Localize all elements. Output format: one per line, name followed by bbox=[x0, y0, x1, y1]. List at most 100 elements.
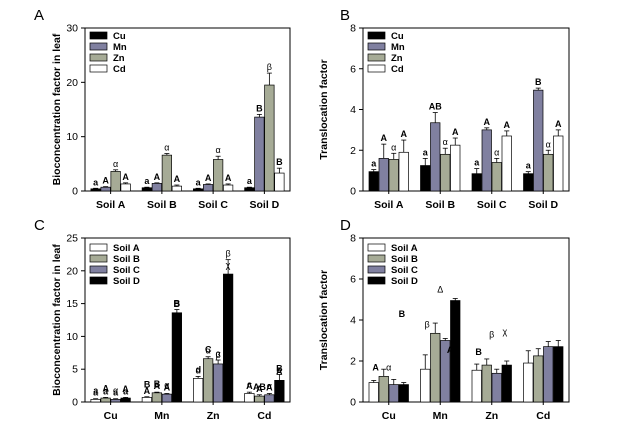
significance-label: A bbox=[555, 119, 562, 129]
significance-label: a bbox=[474, 158, 480, 168]
significance-label: B bbox=[276, 363, 283, 373]
x-tick-label: Soil C bbox=[477, 199, 507, 211]
bar bbox=[523, 362, 534, 403]
legend-swatch bbox=[367, 243, 386, 252]
bar bbox=[398, 151, 409, 192]
significance-label: A bbox=[122, 172, 129, 182]
bar bbox=[203, 184, 214, 192]
bar bbox=[471, 369, 482, 403]
bar bbox=[171, 185, 182, 192]
panel-label: B bbox=[340, 7, 350, 24]
x-tick-label: Soil C bbox=[198, 199, 228, 211]
x-tick-label: Soil A bbox=[96, 199, 126, 211]
legend-label: Soil A bbox=[391, 243, 418, 254]
bar bbox=[368, 382, 379, 403]
significance-label: a bbox=[423, 147, 429, 157]
bar bbox=[90, 399, 101, 403]
significance-label: a bbox=[196, 177, 202, 187]
legend-label: Zn bbox=[391, 53, 403, 64]
x-tick-label: Soil B bbox=[425, 199, 455, 211]
bar bbox=[141, 187, 152, 192]
y-tick-label: 2 bbox=[350, 356, 356, 368]
legend-label: Soil D bbox=[113, 276, 140, 287]
group-letter: A bbox=[122, 384, 129, 394]
legend-swatch bbox=[89, 31, 108, 40]
legend-label: Cu bbox=[113, 31, 126, 42]
y-tick-label: 5 bbox=[72, 364, 78, 376]
significance-label: A bbox=[225, 173, 232, 183]
significance-label: AB bbox=[429, 102, 442, 112]
y-axis-label: Translocation factor bbox=[318, 270, 330, 370]
x-tick-label: Soil B bbox=[147, 199, 177, 211]
significance-label: A bbox=[154, 172, 161, 182]
significance-label: A bbox=[164, 382, 171, 392]
significance-label: a bbox=[123, 386, 129, 396]
significance-label: A bbox=[266, 382, 273, 392]
x-tick-label: Zn bbox=[485, 410, 498, 422]
group-letter: A bbox=[372, 362, 379, 372]
legend-label: Soil C bbox=[391, 265, 418, 276]
bar bbox=[523, 173, 534, 192]
x-tick-label: Soil A bbox=[374, 199, 404, 211]
legend-label: Zn bbox=[113, 53, 125, 64]
legend-swatch bbox=[89, 64, 108, 73]
bar bbox=[440, 153, 451, 192]
y-tick-label: 15 bbox=[66, 298, 78, 310]
y-tick-label: 4 bbox=[350, 104, 356, 116]
x-tick-label: Cd bbox=[536, 410, 550, 422]
bar bbox=[151, 183, 162, 192]
legend-label: Cd bbox=[391, 64, 404, 75]
significance-label: α bbox=[391, 142, 396, 152]
x-tick-label: Cu bbox=[382, 410, 396, 422]
bar bbox=[254, 116, 265, 192]
bar bbox=[193, 188, 204, 192]
bar bbox=[161, 393, 172, 403]
legend-swatch bbox=[89, 254, 108, 263]
bar bbox=[430, 122, 441, 192]
significance-label: A bbox=[504, 120, 511, 130]
legend-swatch bbox=[89, 243, 108, 252]
group-letter: β bbox=[424, 319, 429, 329]
significance-label: α bbox=[164, 143, 169, 153]
group-letter: Δ bbox=[437, 284, 443, 294]
panel-label: A bbox=[34, 7, 44, 24]
significance-label: A bbox=[154, 381, 161, 391]
group-letter: AB bbox=[253, 382, 266, 392]
bar bbox=[491, 162, 502, 192]
significance-label: A bbox=[205, 173, 212, 183]
bar bbox=[501, 364, 512, 403]
y-tick-label: 2 bbox=[350, 145, 356, 157]
legend-swatch bbox=[367, 42, 386, 51]
bar bbox=[420, 165, 431, 192]
bar bbox=[244, 393, 255, 403]
y-tick-label: 0 bbox=[350, 397, 356, 409]
group-letter: A bbox=[276, 366, 283, 376]
group-letter: B bbox=[144, 379, 151, 389]
legend-label: Mn bbox=[113, 42, 127, 53]
legend-label: Mn bbox=[391, 42, 405, 53]
y-tick-label: 25 bbox=[66, 233, 78, 245]
bar bbox=[223, 184, 234, 192]
bar bbox=[543, 153, 554, 192]
bar bbox=[254, 395, 265, 403]
bar bbox=[100, 186, 111, 192]
panel-d: D Translocation factor 0 2 4 6 8 Cu Mn Zn Cd A α Bβ Δ A… bbox=[318, 217, 570, 422]
bar bbox=[161, 154, 172, 192]
legend-label: Cd bbox=[113, 64, 126, 75]
x-tick-label: Soil D bbox=[528, 199, 558, 211]
y-axis-label: Translocation factor bbox=[318, 59, 330, 159]
bar bbox=[100, 397, 111, 403]
legend-swatch bbox=[89, 276, 108, 285]
y-tick-label: 20 bbox=[66, 77, 78, 89]
significance-label: a bbox=[526, 161, 532, 171]
bar bbox=[171, 312, 182, 403]
significance-label: α bbox=[206, 346, 211, 356]
x-tick-label: Soil D bbox=[249, 199, 279, 211]
significance-label: B bbox=[256, 103, 263, 113]
significance-label: A bbox=[102, 176, 109, 186]
bar bbox=[203, 358, 214, 403]
group-letter: a bbox=[93, 385, 99, 395]
significance-label: α bbox=[216, 349, 221, 359]
significance-label: α bbox=[494, 147, 499, 157]
bar bbox=[213, 159, 224, 192]
